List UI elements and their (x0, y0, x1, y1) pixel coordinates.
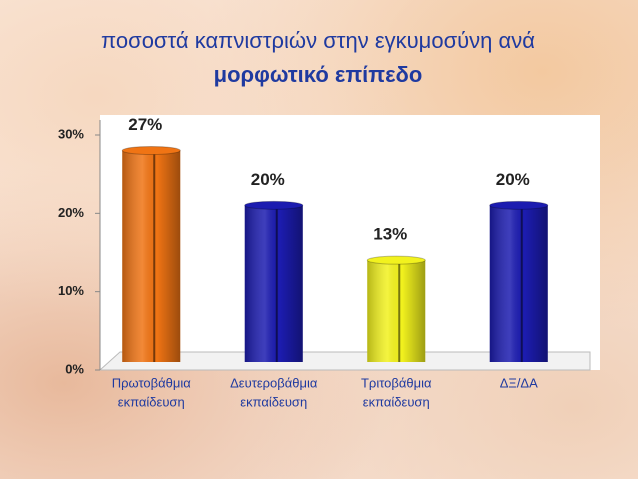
bar-top (121, 146, 181, 155)
x-tick-label: εκπαίδευση (363, 394, 430, 409)
x-tick-label: εκπαίδευση (240, 394, 307, 409)
value-label: 20% (496, 170, 530, 189)
x-tick-label: ΔΞ/ΔΑ (500, 375, 538, 390)
value-label: 20% (251, 170, 285, 189)
floor (98, 351, 591, 371)
x-tick-label: Πρωτοβάθμια (112, 375, 192, 390)
bar-top (244, 200, 304, 210)
bar-top (366, 255, 426, 265)
bar-shade (122, 150, 181, 362)
value-label: 27% (128, 115, 162, 134)
value-label: 13% (373, 225, 407, 244)
y-tick-label: 20% (58, 205, 84, 220)
chart-title: ποσοστά καπνιστριών στην εγκυμοσύνη ανά (101, 28, 535, 53)
bar-top (489, 200, 549, 210)
bar-shade (244, 205, 303, 362)
bar-shade (489, 205, 548, 362)
x-tick-label: εκπαίδευση (118, 394, 185, 409)
x-tick-label: Τριτοβάθμια (361, 375, 432, 390)
y-tick-label: 30% (58, 126, 84, 141)
bar-shade (367, 260, 426, 362)
y-tick-label: 10% (58, 283, 84, 298)
chart-subtitle: μορφωτικό επίπεδο (214, 62, 423, 87)
y-tick-label: 0% (65, 361, 84, 376)
x-tick-label: Δευτεροβάθμια (230, 375, 318, 390)
